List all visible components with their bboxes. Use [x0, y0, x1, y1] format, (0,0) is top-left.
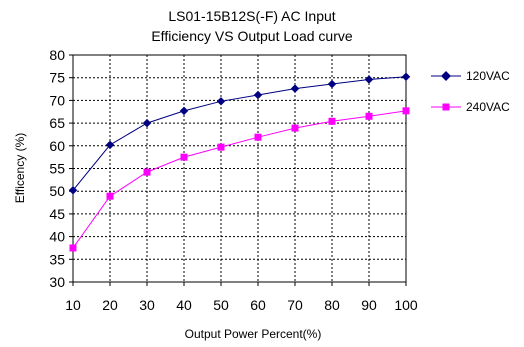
data-point-240vac [365, 112, 373, 120]
x-tick-label: 10 [65, 297, 81, 313]
data-point-120vac [253, 90, 263, 100]
y-tick-label: 65 [49, 115, 65, 131]
data-point-120vac [401, 72, 411, 82]
data-point-120vac [142, 118, 152, 128]
y-tick-label: 45 [49, 206, 65, 222]
x-tick-label: 80 [324, 297, 340, 313]
data-point-240vac [106, 192, 114, 200]
series-line-240vac [72, 110, 407, 249]
y-tick-label: 50 [49, 183, 65, 199]
y-tick-label: 40 [49, 229, 65, 245]
series-line-120vac [72, 76, 407, 191]
data-point-120vac [364, 75, 374, 84]
data-point-240vac [217, 143, 225, 151]
x-tick-label: 50 [213, 297, 229, 313]
legend-marker-120vac [441, 71, 451, 81]
data-point-120vac [290, 84, 300, 93]
x-tick-label: 40 [176, 297, 192, 313]
data-point-120vac [179, 106, 189, 116]
x-tick-label: 90 [361, 297, 377, 313]
data-point-240vac [180, 153, 188, 161]
chart-title-line-1: LS01-15B12S(-F) AC Input [168, 8, 335, 24]
x-axis-ticks: 10 20 30 40 50 60 70 80 90 100 [65, 282, 418, 313]
chart-title-line-2: Efficiency VS Output Load curve [151, 28, 353, 44]
legend: 120VAC 240VAC [431, 69, 510, 114]
y-tick-label: 30 [49, 274, 65, 290]
y-axis-ticks: 30 35 40 45 50 55 60 65 70 75 80 [49, 47, 73, 290]
x-tick-label: 100 [394, 297, 418, 313]
data-point-240vac [69, 244, 77, 252]
data-point-120vac [68, 186, 78, 195]
legend-label-120vac: 120VAC [466, 69, 510, 83]
x-tick-label: 60 [250, 297, 266, 313]
y-tick-label: 75 [49, 70, 65, 86]
y-tick-label: 35 [49, 251, 65, 267]
data-point-240vac [143, 168, 151, 176]
y-axis-label: Efficency (%) [13, 133, 27, 203]
data-point-240vac [254, 133, 262, 141]
data-point-120vac [327, 79, 337, 89]
y-tick-label: 55 [49, 161, 65, 177]
data-point-240vac [402, 107, 410, 115]
y-tick-label: 70 [49, 92, 65, 108]
x-tick-label: 30 [139, 297, 155, 313]
data-point-120vac [216, 97, 226, 106]
x-tick-label: 70 [287, 297, 303, 313]
series-group [68, 72, 411, 252]
legend-marker-240vac [442, 103, 450, 111]
y-tick-label: 60 [49, 138, 65, 154]
legend-label-240vac: 240VAC [466, 100, 510, 114]
y-tick-label: 80 [49, 47, 65, 63]
data-point-240vac [328, 117, 336, 125]
x-axis-label: Output Power Percent(%) [185, 327, 322, 341]
data-point-120vac [105, 140, 115, 150]
x-tick-label: 20 [102, 297, 118, 313]
data-point-240vac [291, 124, 299, 132]
